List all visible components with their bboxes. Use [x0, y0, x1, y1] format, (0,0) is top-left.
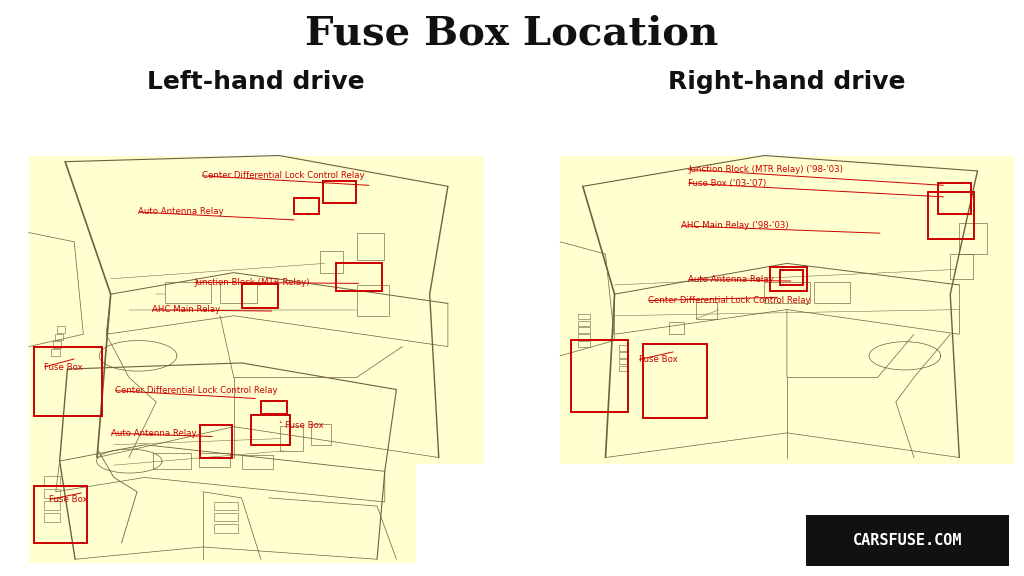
- Bar: [938, 183, 971, 214]
- Bar: [780, 270, 803, 285]
- Bar: [34, 347, 102, 416]
- Bar: [321, 251, 343, 272]
- Bar: [44, 488, 59, 498]
- Bar: [579, 341, 590, 347]
- Bar: [53, 342, 61, 348]
- Bar: [29, 359, 416, 563]
- Text: Junction Block (MTR Relay) ('98-'03): Junction Block (MTR Relay) ('98-'03): [688, 165, 843, 174]
- Bar: [560, 156, 1014, 464]
- Bar: [770, 267, 807, 291]
- Bar: [261, 401, 287, 414]
- Text: Auto Antenna Relay: Auto Antenna Relay: [111, 429, 197, 438]
- Bar: [323, 181, 356, 203]
- Text: Left-hand drive: Left-hand drive: [147, 70, 365, 94]
- Text: Junction Block (MTR Relay): Junction Block (MTR Relay): [195, 278, 310, 287]
- Bar: [44, 476, 59, 486]
- Text: Center Differential Lock Control Relay: Center Differential Lock Control Relay: [202, 171, 365, 180]
- Text: Fuse Box: Fuse Box: [49, 495, 88, 505]
- Bar: [242, 284, 278, 308]
- Text: Fuse Box: Fuse Box: [44, 363, 83, 372]
- Bar: [928, 192, 974, 239]
- Bar: [696, 302, 717, 319]
- Text: AHC Main Relay: AHC Main Relay: [152, 305, 220, 314]
- Text: Center Differential Lock Control Relay: Center Differential Lock Control Relay: [115, 386, 278, 395]
- Bar: [950, 254, 973, 279]
- Bar: [764, 282, 810, 304]
- Bar: [251, 415, 290, 445]
- Bar: [336, 263, 382, 291]
- Bar: [55, 334, 63, 340]
- Bar: [214, 502, 238, 510]
- Bar: [620, 352, 628, 358]
- Text: Fuse Box ('03-'07): Fuse Box ('03-'07): [688, 179, 766, 188]
- Bar: [579, 328, 590, 333]
- Bar: [51, 349, 59, 356]
- Bar: [579, 334, 590, 340]
- Bar: [620, 359, 628, 365]
- Bar: [29, 156, 484, 464]
- Bar: [959, 223, 986, 254]
- Text: Fuse Box: Fuse Box: [639, 355, 678, 365]
- Bar: [669, 322, 683, 334]
- Bar: [34, 486, 87, 543]
- Bar: [44, 513, 59, 522]
- Bar: [579, 314, 590, 320]
- Bar: [166, 282, 211, 304]
- Text: Fuse Box: Fuse Box: [285, 420, 324, 430]
- Text: Fuse Box Location: Fuse Box Location: [305, 14, 719, 52]
- Bar: [311, 425, 331, 445]
- Text: Auto Antenna Relay: Auto Antenna Relay: [138, 207, 224, 217]
- Bar: [214, 513, 238, 521]
- Bar: [44, 501, 59, 510]
- Bar: [356, 285, 389, 316]
- Bar: [220, 282, 256, 304]
- Bar: [356, 233, 384, 260]
- Bar: [57, 326, 66, 333]
- Bar: [579, 321, 590, 326]
- Bar: [643, 344, 707, 418]
- Bar: [281, 426, 303, 451]
- Text: Auto Antenna Relay: Auto Antenna Relay: [688, 275, 774, 284]
- Bar: [620, 346, 628, 351]
- Bar: [242, 455, 272, 469]
- Text: AHC Main Relay ('98-'03): AHC Main Relay ('98-'03): [681, 221, 788, 230]
- Bar: [571, 340, 628, 412]
- Bar: [620, 366, 628, 371]
- Bar: [200, 425, 232, 458]
- Text: Center Differential Lock Control Relay: Center Differential Lock Control Relay: [648, 296, 811, 305]
- Bar: [153, 453, 191, 469]
- Bar: [294, 198, 319, 214]
- Bar: [814, 282, 851, 304]
- Bar: [214, 525, 238, 533]
- Bar: [199, 453, 230, 467]
- Text: Right-hand drive: Right-hand drive: [668, 70, 905, 94]
